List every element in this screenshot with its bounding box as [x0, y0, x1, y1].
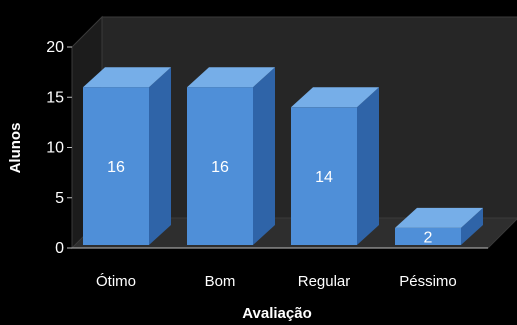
y-axis-ticks: 0 5 10 15 20 [46, 39, 72, 257]
y-tick-label: 15 [46, 89, 64, 106]
x-category-label: Bom [205, 273, 236, 290]
bar-front [83, 87, 149, 245]
bar-1: 16 [83, 67, 171, 245]
x-axis-categories: Ótimo Bom Regular Péssimo [96, 273, 457, 290]
x-category-label: Péssimo [399, 273, 457, 290]
x-category-label: Ótimo [96, 273, 136, 290]
y-axis-title: Alunos [7, 123, 24, 174]
bar-4: 2 [395, 207, 483, 246]
bar-top [291, 87, 379, 108]
data-label: 16 [211, 159, 229, 176]
bar-top [83, 67, 171, 88]
bars: 16 16 14 2 [83, 67, 483, 246]
x-category-label: Regular [298, 273, 351, 290]
y-tick-label: 5 [55, 190, 64, 207]
bar-side [253, 67, 275, 245]
y-tick-label: 0 [55, 240, 64, 257]
bar-side [461, 207, 483, 245]
data-label: 14 [315, 169, 333, 186]
bar-front [291, 107, 357, 245]
y-tick-label: 10 [46, 140, 64, 157]
bar-side [357, 87, 379, 245]
data-label: 16 [107, 159, 125, 176]
bar-top [187, 67, 275, 88]
y-tick-label: 20 [46, 39, 64, 56]
bar-3: 14 [291, 87, 379, 245]
bar-2: 16 [187, 67, 275, 245]
bar-front [395, 227, 461, 245]
data-label: 2 [424, 229, 433, 246]
x-axis-title: Avaliação [242, 305, 312, 322]
bar-top [395, 207, 483, 228]
bar-front [187, 87, 253, 245]
bar-side [149, 67, 171, 245]
